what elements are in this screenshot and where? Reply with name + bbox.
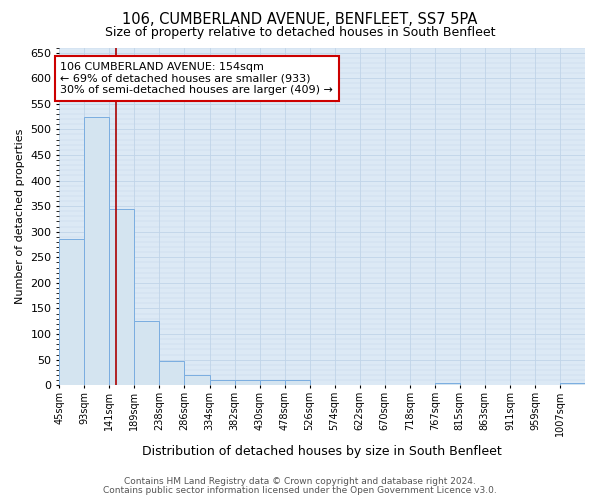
Bar (284, 380, 310, 385)
Bar (134, 322, 160, 385)
Bar (209, 380, 235, 385)
X-axis label: Distribution of detached houses by size in South Benfleet: Distribution of detached houses by size … (142, 444, 502, 458)
Bar (160, 360, 184, 385)
Bar (184, 375, 209, 385)
Bar (85, 116, 109, 385)
Y-axis label: Number of detached properties: Number of detached properties (15, 128, 25, 304)
Text: 106 CUMBERLAND AVENUE: 154sqm
← 69% of detached houses are smaller (933)
30% of : 106 CUMBERLAND AVENUE: 154sqm ← 69% of d… (61, 62, 333, 95)
Bar (59, 240, 85, 385)
Text: 106, CUMBERLAND AVENUE, BENFLEET, SS7 5PA: 106, CUMBERLAND AVENUE, BENFLEET, SS7 5P… (122, 12, 478, 28)
Bar (260, 380, 284, 385)
Bar (109, 208, 134, 385)
Text: Contains HM Land Registry data © Crown copyright and database right 2024.: Contains HM Land Registry data © Crown c… (124, 477, 476, 486)
Bar (435, 382, 460, 385)
Text: Contains public sector information licensed under the Open Government Licence v3: Contains public sector information licen… (103, 486, 497, 495)
Bar (235, 380, 260, 385)
Text: Size of property relative to detached houses in South Benfleet: Size of property relative to detached ho… (105, 26, 495, 39)
Bar (560, 382, 585, 385)
